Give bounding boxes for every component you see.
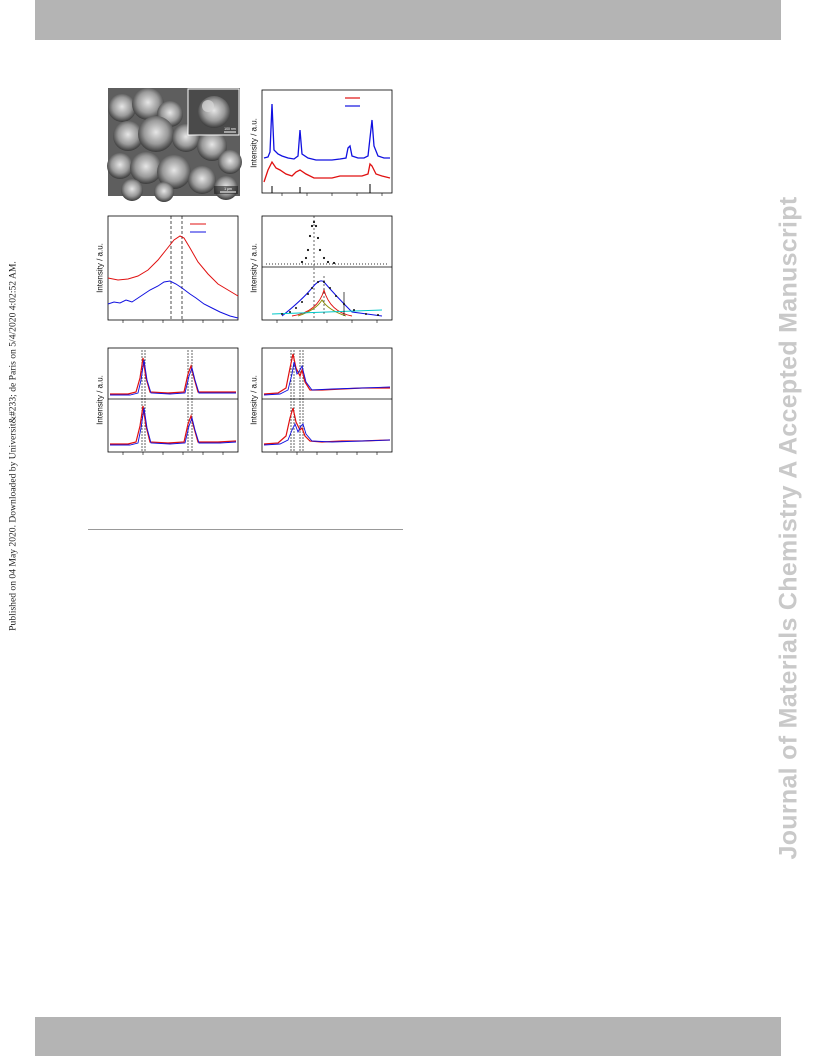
xrd-panel bbox=[261, 89, 393, 196]
ylabel-panel-f-text: Intensity / a.u. bbox=[249, 375, 259, 425]
ylabel-panel-e-text: Intensity / a.u. bbox=[95, 375, 105, 425]
broad-peak-panel bbox=[107, 215, 239, 323]
lower-red-trace bbox=[263, 407, 391, 445]
upper-blue-trace bbox=[263, 361, 391, 396]
sem-inset-scale-label: 100 nm bbox=[224, 127, 236, 131]
doublet-panel-right bbox=[261, 347, 393, 455]
upper-data-points bbox=[300, 220, 336, 265]
ylabel-panel-b-text: Intensity / a.u. bbox=[249, 118, 259, 168]
publication-note-text: Published on 04 May 2020. Downloaded by … bbox=[7, 261, 19, 631]
upper-red-trace bbox=[110, 357, 236, 395]
ylabel-panel-d-text: Intensity / a.u. bbox=[249, 243, 259, 293]
header-band bbox=[35, 0, 781, 40]
fit-baseline-cyan bbox=[271, 309, 383, 315]
sem-main-scale-label: 1 μm bbox=[224, 187, 232, 191]
upper-blue-trace bbox=[110, 359, 236, 396]
lower-blue-trace bbox=[263, 422, 391, 446]
reference-ticks bbox=[271, 184, 371, 193]
ylabel-panel-c-text: Intensity / a.u. bbox=[95, 243, 105, 293]
lower-blue-trace bbox=[110, 407, 237, 446]
broad-red-trace bbox=[107, 235, 239, 297]
broad-blue-trace bbox=[107, 280, 239, 319]
lower-red-trace bbox=[110, 405, 237, 445]
doublet-panel-left bbox=[107, 347, 239, 455]
fit-component-olive bbox=[297, 299, 347, 317]
sem-image: 100 nm 1 μm bbox=[107, 88, 242, 202]
caption-divider bbox=[88, 529, 403, 530]
xrd-blue-trace bbox=[263, 103, 390, 161]
footer-band bbox=[35, 1017, 781, 1056]
journal-watermark-text: Journal of Materials Chemistry A Accepte… bbox=[774, 196, 803, 860]
fit-envelope-blue bbox=[281, 280, 383, 317]
fit-panel bbox=[261, 215, 393, 323]
xrd-red-trace bbox=[263, 160, 391, 183]
lower-data-points bbox=[281, 281, 379, 316]
